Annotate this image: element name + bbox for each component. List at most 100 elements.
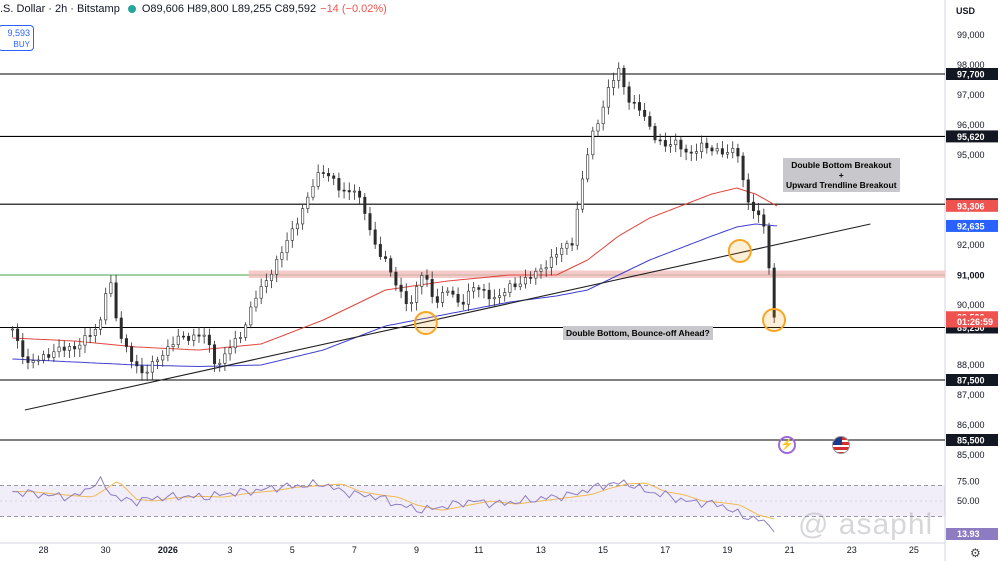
- candle[interactable]: [399, 284, 403, 292]
- candle[interactable]: [295, 223, 299, 230]
- candle[interactable]: [83, 335, 87, 346]
- candle[interactable]: [88, 335, 92, 337]
- candle[interactable]: [52, 351, 56, 358]
- gear-icon[interactable]: ⚙: [970, 546, 981, 560]
- candle[interactable]: [119, 317, 123, 339]
- candle[interactable]: [586, 154, 590, 180]
- candle[interactable]: [679, 139, 683, 150]
- candle[interactable]: [285, 240, 289, 253]
- candle[interactable]: [280, 252, 284, 260]
- candle[interactable]: [715, 148, 719, 152]
- candle[interactable]: [560, 247, 564, 255]
- candle[interactable]: [347, 190, 351, 193]
- candle[interactable]: [689, 151, 693, 154]
- candle[interactable]: [409, 302, 413, 305]
- candle[interactable]: [244, 324, 248, 338]
- candle[interactable]: [321, 172, 325, 174]
- candle[interactable]: [62, 346, 66, 351]
- candle[interactable]: [207, 334, 211, 346]
- candle[interactable]: [617, 67, 621, 81]
- candle[interactable]: [124, 338, 128, 347]
- candle[interactable]: [601, 106, 605, 125]
- candle[interactable]: [472, 287, 476, 292]
- candle[interactable]: [612, 80, 616, 88]
- candle[interactable]: [684, 148, 688, 153]
- candle[interactable]: [441, 292, 445, 303]
- candle[interactable]: [726, 152, 730, 155]
- candle[interactable]: [197, 334, 201, 337]
- candle[interactable]: [21, 340, 25, 357]
- candle[interactable]: [130, 346, 134, 362]
- candle[interactable]: [270, 273, 274, 281]
- candle[interactable]: [513, 283, 517, 288]
- candle[interactable]: [420, 275, 424, 287]
- candle[interactable]: [78, 344, 82, 350]
- candle[interactable]: [658, 139, 662, 142]
- candle[interactable]: [166, 346, 170, 356]
- candle[interactable]: [176, 335, 180, 345]
- candle[interactable]: [705, 142, 709, 149]
- candle[interactable]: [580, 178, 584, 210]
- candle[interactable]: [213, 344, 217, 365]
- candle[interactable]: [648, 116, 652, 127]
- candle[interactable]: [145, 371, 149, 374]
- candle[interactable]: [327, 173, 331, 177]
- candle[interactable]: [67, 346, 71, 351]
- candle[interactable]: [254, 297, 258, 308]
- candle[interactable]: [565, 243, 569, 249]
- candle[interactable]: [575, 208, 579, 246]
- candle[interactable]: [150, 361, 154, 373]
- candle[interactable]: [156, 359, 160, 362]
- candle[interactable]: [259, 286, 263, 299]
- candle[interactable]: [596, 123, 600, 132]
- candle[interactable]: [674, 139, 678, 145]
- candle[interactable]: [202, 334, 206, 337]
- candle[interactable]: [135, 361, 139, 367]
- candle[interactable]: [669, 144, 673, 147]
- candle[interactable]: [663, 140, 667, 147]
- candle[interactable]: [653, 126, 657, 141]
- candle[interactable]: [378, 244, 382, 257]
- candle[interactable]: [477, 287, 481, 290]
- candle[interactable]: [264, 280, 268, 287]
- currency-selector[interactable]: USD: [956, 6, 976, 16]
- candle[interactable]: [492, 297, 496, 300]
- candle[interactable]: [762, 214, 766, 227]
- candle[interactable]: [741, 155, 745, 181]
- candle[interactable]: [757, 210, 761, 216]
- candle[interactable]: [461, 301, 465, 305]
- candle[interactable]: [275, 259, 279, 275]
- candle[interactable]: [104, 293, 108, 321]
- candle[interactable]: [446, 290, 450, 293]
- candle[interactable]: [363, 196, 367, 214]
- candle[interactable]: [720, 148, 724, 155]
- candle[interactable]: [503, 292, 507, 297]
- candle[interactable]: [404, 291, 408, 305]
- candle[interactable]: [140, 365, 144, 374]
- candle[interactable]: [228, 347, 232, 355]
- candle[interactable]: [249, 306, 253, 326]
- candle[interactable]: [187, 335, 191, 341]
- candle[interactable]: [694, 151, 698, 154]
- candle[interactable]: [523, 277, 527, 285]
- candle[interactable]: [435, 296, 439, 303]
- candle[interactable]: [632, 101, 636, 104]
- candle[interactable]: [389, 258, 393, 273]
- candle[interactable]: [736, 148, 740, 157]
- candle[interactable]: [394, 271, 398, 286]
- buy-button[interactable]: 9,593 BUY: [0, 25, 34, 51]
- candle[interactable]: [290, 228, 294, 241]
- candle[interactable]: [570, 243, 574, 246]
- candle[interactable]: [10, 328, 14, 331]
- candle[interactable]: [16, 328, 20, 341]
- candle[interactable]: [368, 213, 372, 231]
- candle[interactable]: [238, 337, 242, 339]
- candle[interactable]: [549, 256, 553, 268]
- candle[interactable]: [218, 363, 222, 365]
- candle[interactable]: [47, 354, 51, 358]
- candle[interactable]: [772, 267, 776, 318]
- candle[interactable]: [223, 353, 227, 364]
- candle[interactable]: [534, 270, 538, 279]
- candle[interactable]: [114, 282, 118, 319]
